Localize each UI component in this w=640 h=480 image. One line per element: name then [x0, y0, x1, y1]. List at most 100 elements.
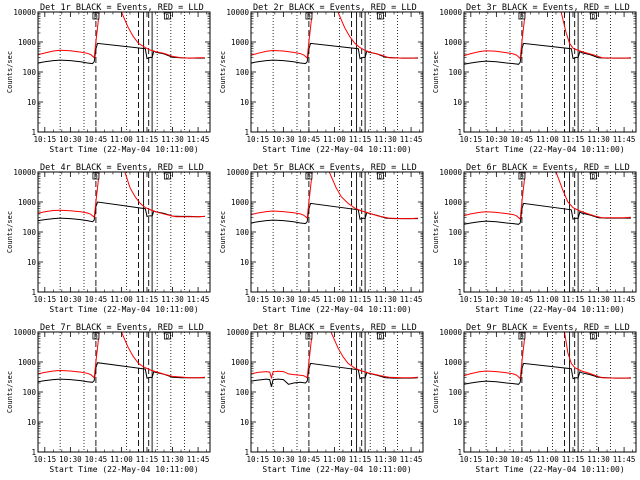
y-axis-label: Counts/sec	[6, 51, 14, 93]
x-axis-label: Start Time (22-May-04 10:11:00)	[475, 465, 624, 474]
x-tick-label: 10:45	[85, 135, 108, 144]
events-series-line	[251, 362, 418, 387]
y-tick-label: 10	[240, 98, 250, 107]
x-tick-label: 11:45	[400, 135, 423, 144]
y-tick-label: 1	[457, 288, 462, 297]
y-tick-label: 100	[22, 388, 36, 397]
x-tick-label: 11:45	[187, 455, 210, 464]
y-tick-label: 1000	[444, 38, 463, 47]
y-tick-label: 1000	[18, 358, 37, 367]
y-tick-label: 100	[235, 388, 249, 397]
plot-area: DD	[251, 172, 418, 292]
x-tick-label: 11:00	[323, 455, 346, 464]
y-tick-label: 100	[235, 68, 249, 77]
y-tick-label: 10000	[13, 8, 36, 17]
plot-area: DD	[38, 172, 205, 292]
x-tick-label: 11:45	[400, 295, 423, 304]
plot-area: DD	[38, 12, 205, 132]
x-axis-label: Start Time (22-May-04 10:11:00)	[49, 465, 198, 474]
x-tick-label: 11:15	[349, 135, 372, 144]
x-tick-label: 11:00	[110, 135, 133, 144]
events-series-line	[464, 42, 631, 65]
x-tick-label: 10:15	[460, 295, 483, 304]
y-tick-label: 10	[240, 418, 250, 427]
flag-marker	[377, 172, 384, 180]
events-series-line	[251, 202, 418, 225]
x-axis-label: Start Time (22-May-04 10:11:00)	[262, 145, 411, 154]
x-axis-label: Start Time (22-May-04 10:11:00)	[475, 305, 624, 314]
lld-series-line	[251, 172, 418, 220]
x-tick-label: 11:00	[110, 295, 133, 304]
flag-label: D	[166, 14, 170, 21]
flag-label: D	[592, 174, 596, 181]
events-series-line	[464, 202, 631, 225]
x-tick-label: 11:30	[374, 295, 397, 304]
x-tick-label: 11:15	[136, 135, 159, 144]
x-tick-label: 10:30	[485, 135, 508, 144]
x-tick-label: 10:45	[85, 455, 108, 464]
y-axis-label: Counts/sec	[6, 211, 14, 253]
y-tick-label: 100	[235, 228, 249, 237]
flag-marker	[377, 332, 384, 340]
events-series-line	[38, 201, 205, 223]
x-tick-label: 11:00	[323, 135, 346, 144]
flag-marker	[377, 12, 384, 20]
y-tick-label: 10	[27, 418, 37, 427]
x-tick-label: 10:45	[298, 455, 321, 464]
y-tick-label: 10	[453, 98, 463, 107]
panel-title: Det 6r BLACK = Events, RED = LLD	[466, 163, 630, 173]
flag-label: D	[166, 174, 170, 181]
detector-panel: Det 6r BLACK = Events, RED = LLDDD1 10 100…	[432, 163, 637, 314]
flag-label: D	[592, 334, 596, 341]
x-tick-label: 10:30	[485, 295, 508, 304]
events-series-line	[38, 362, 205, 383]
y-tick-label: 1000	[231, 38, 250, 47]
y-tick-label: 1000	[231, 198, 250, 207]
flag-marker	[590, 12, 597, 20]
x-tick-label: 11:30	[587, 455, 610, 464]
y-axis-label: Counts/sec	[432, 51, 440, 93]
y-tick-label: 1000	[444, 358, 463, 367]
detector-panel: Det 4r BLACK = Events, RED = LLDDD1 10 100…	[6, 163, 211, 314]
x-tick-label: 10:45	[298, 135, 321, 144]
x-tick-label: 10:15	[460, 455, 483, 464]
y-tick-label: 100	[448, 388, 462, 397]
y-tick-label: 1000	[18, 198, 37, 207]
x-tick-label: 11:30	[374, 135, 397, 144]
detector-panel: Det 8r BLACK = Events, RED = LLDDD1 10 100…	[219, 323, 424, 474]
detector-panel: Det 9r BLACK = Events, RED = LLDDD1 10 100…	[432, 323, 637, 474]
lld-series-line	[38, 172, 205, 219]
y-tick-label: 10	[27, 98, 37, 107]
x-tick-label: 11:30	[161, 455, 184, 464]
y-tick-label: 10000	[226, 168, 249, 177]
y-tick-label: 100	[22, 68, 36, 77]
y-tick-label: 10000	[13, 328, 36, 337]
y-tick-label: 10000	[13, 168, 36, 177]
x-tick-label: 10:15	[34, 295, 57, 304]
flag-marker	[164, 332, 171, 340]
x-tick-label: 10:45	[511, 135, 534, 144]
y-tick-label: 1	[244, 128, 249, 137]
x-axis-label: Start Time (22-May-04 10:11:00)	[262, 305, 411, 314]
detector-panel: Det 3r BLACK = Events, RED = LLDDD1 10 100…	[432, 3, 637, 154]
x-tick-label: 10:15	[247, 455, 270, 464]
detector-panel: Det 1r BLACK = Events, RED = LLDDD1 10 100…	[6, 3, 211, 154]
y-tick-label: 1000	[231, 358, 250, 367]
x-tick-label: 11:00	[536, 295, 559, 304]
x-tick-label: 11:45	[400, 455, 423, 464]
x-tick-label: 11:15	[349, 455, 372, 464]
x-tick-label: 10:30	[272, 135, 295, 144]
detector-panel: Det 2r BLACK = Events, RED = LLDDD1 10 100…	[219, 3, 424, 154]
events-series-line	[464, 362, 631, 385]
x-tick-label: 11:45	[187, 135, 210, 144]
x-tick-label: 11:00	[110, 455, 133, 464]
flag-label: D	[166, 334, 170, 341]
y-tick-label: 10	[240, 258, 250, 267]
plot-area: DD	[464, 332, 631, 452]
x-tick-label: 11:30	[587, 295, 610, 304]
plot-area: DD	[464, 12, 631, 132]
events-series-line	[38, 42, 205, 65]
x-tick-label: 11:30	[161, 295, 184, 304]
panel-title: Det 7r BLACK = Events, RED = LLD	[40, 323, 204, 333]
x-tick-label: 11:15	[349, 295, 372, 304]
